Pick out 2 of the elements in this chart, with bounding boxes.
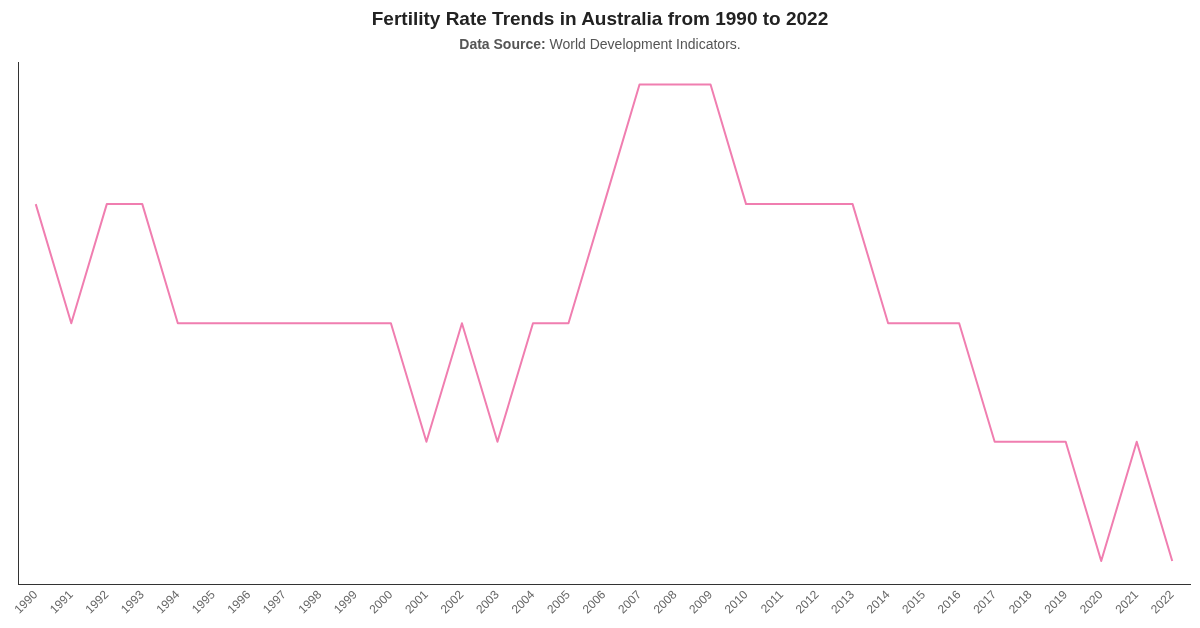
chart-title: Fertility Rate Trends in Australia from 1990 to 2022 xyxy=(370,8,830,31)
chart-subtitle: Data Source: World Development Indicators. xyxy=(458,36,742,54)
